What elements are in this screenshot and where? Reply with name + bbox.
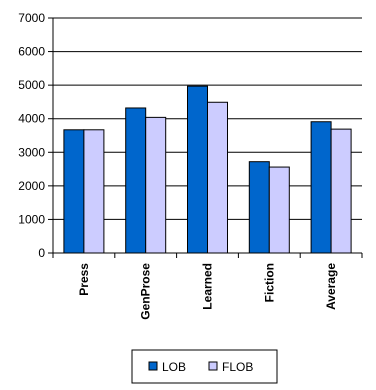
y-tick-label: 6000 xyxy=(18,45,45,59)
y-tick-label: 0 xyxy=(38,246,45,260)
y-axis-ticks: 0 1000 2000 3000 4000 5000 6000 7000 xyxy=(18,11,53,260)
bar-lob-learned xyxy=(187,85,208,254)
category-label-average: Average xyxy=(324,263,338,310)
x-axis-labels: Press GenProse Learned Fiction Average xyxy=(77,263,338,320)
bar-lob-press xyxy=(63,129,85,254)
category-label-learned: Learned xyxy=(201,263,215,310)
bar-flob-learned xyxy=(207,101,228,254)
bar-lob-fiction xyxy=(248,161,270,254)
y-tick-label: 2000 xyxy=(18,179,45,193)
bar-lob-genprose xyxy=(125,107,147,254)
y-tick-label: 5000 xyxy=(18,78,45,92)
category-label-press: Press xyxy=(77,263,91,296)
y-tick-label: 7000 xyxy=(18,11,45,25)
bars xyxy=(63,85,352,254)
y-tick-label: 3000 xyxy=(18,145,45,159)
y-tick-label: 1000 xyxy=(18,212,45,226)
legend-label-flob: FLOB xyxy=(222,360,253,374)
legend-label-lob: LOB xyxy=(162,360,186,374)
bar-flob-genprose xyxy=(145,116,167,254)
category-label-genprose: GenProse xyxy=(139,263,153,320)
bar-flob-fiction xyxy=(268,166,290,254)
legend-swatch-flob xyxy=(208,361,218,371)
bar-lob-average xyxy=(310,121,332,254)
legend-swatch-lob xyxy=(148,361,158,371)
bar-flob-press xyxy=(83,129,105,254)
axes xyxy=(52,18,363,258)
bar-flob-average xyxy=(330,128,352,254)
category-label-fiction: Fiction xyxy=(262,263,276,302)
y-tick-label: 4000 xyxy=(18,112,45,126)
legend: LOB FLOB xyxy=(131,349,278,384)
